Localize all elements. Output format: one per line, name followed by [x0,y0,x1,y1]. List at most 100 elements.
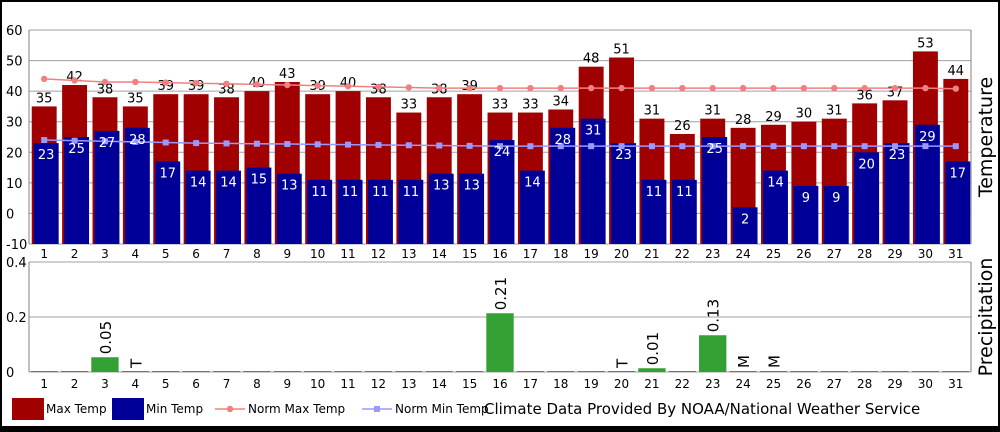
norm-min-temp-point [861,143,868,150]
norm-min-temp-point [284,141,291,148]
norm-min-temp-point [679,143,686,150]
precip-x-tick-label: 16 [492,377,507,391]
precip-bar [942,371,970,372]
precip-x-tick-label: 15 [462,377,477,391]
min-temp-bar [641,179,667,244]
max-temp-value-label: 33 [522,98,539,113]
min-temp-bar [489,140,515,244]
temp-x-tick-label: 2 [71,247,79,261]
min-temp-value-label: 11 [676,185,693,200]
max-temp-value-label: 36 [856,88,873,103]
precip-x-tick-label: 20 [614,377,629,391]
precip-bar [790,371,818,372]
min-temp-bar [702,137,728,244]
precip-bar [577,371,605,372]
legend-label: Max Temp [46,402,107,416]
precip-bar [30,371,58,372]
precip-bar [455,371,484,372]
min-temp-bar [732,207,758,244]
norm-min-temp-point [223,140,230,147]
temp-x-tick-label: 21 [644,247,659,261]
min-temp-bar [307,179,333,244]
precip-bar [881,371,909,372]
min-temp-bar [580,118,606,244]
min-temp-value-label: 14 [190,176,207,191]
min-temp-bar [611,143,637,244]
norm-max-temp-point [831,84,838,92]
min-temp-value-label: 2 [741,212,749,227]
min-temp-value-label: 28 [555,133,572,148]
legend-swatch-min-temp [112,398,144,420]
precip-bar [850,371,879,372]
temp-y-tick-label: 30 [6,116,23,131]
norm-min-temp-point [101,138,108,145]
norm-max-temp-point [436,84,443,92]
norm-min-temp-point [618,143,625,150]
norm-max-temp-point [192,79,200,87]
max-temp-value-label: 37 [887,85,904,100]
temp-x-tick-label: 22 [675,247,690,261]
min-temp-value-label: 23 [38,148,55,163]
norm-min-temp-point [922,143,929,150]
max-temp-value-label: 31 [704,104,721,119]
precip-bar [607,371,636,372]
precip-bar [182,371,210,372]
precip-x-tick-label: 22 [675,377,690,391]
precip-x-tick-label: 13 [401,377,416,391]
temp-x-tick-label: 17 [523,247,538,261]
norm-min-temp-point [831,143,838,150]
norm-max-temp-point [496,84,504,92]
norm-min-temp-point [436,142,443,149]
max-temp-value-label: 33 [401,98,418,113]
precip-bar [212,371,241,372]
min-temp-bar [823,185,849,244]
temp-x-tick-label: 1 [40,247,48,261]
precip-bar [395,371,423,372]
min-temp-value-label: 25 [706,142,723,157]
norm-max-temp-point [952,85,960,92]
min-temp-bar [398,179,424,244]
precip-bar [911,371,940,372]
min-temp-bar [793,185,819,244]
temp-x-tick-label: 16 [492,247,507,261]
legend-label: Min Temp [146,402,203,416]
precip-x-tick-label: 18 [553,377,568,391]
temp-y-tick-label: -10 [6,238,27,253]
legend-marker-square [374,406,380,412]
temp-y-tick-label: 50 [6,55,23,70]
min-temp-bar [64,137,90,244]
min-temp-bar [33,143,59,244]
precip-bar [273,371,301,372]
precip-x-tick-label: 5 [162,377,170,391]
norm-min-temp-point [770,143,777,150]
min-temp-bar [428,173,454,244]
norm-min-temp-point [709,143,716,150]
precip-bar [820,371,848,372]
max-temp-value-label: 35 [36,91,53,106]
min-temp-value-label: 11 [403,185,420,200]
temp-x-tick-label: 12 [371,247,386,261]
min-temp-value-label: 13 [433,179,450,194]
norm-max-temp-point [71,77,78,84]
temp-x-tick-label: 3 [101,247,109,261]
precip-annotation: 0.13 [705,299,723,332]
min-temp-bar [763,170,788,244]
precip-x-tick-label: 27 [827,377,842,391]
precip-x-tick-label: 30 [918,377,933,391]
norm-min-temp-point [892,143,899,150]
min-temp-value-label: 14 [767,176,784,191]
precip-bar [304,371,332,372]
precip-annotation: M [765,355,783,368]
noaa-credit-text: Climate Data Provided By NOAA/National W… [484,400,920,418]
temp-x-tick-label: 11 [340,247,355,261]
precipitation-axis-label: Precipitation [975,258,997,377]
precip-bar [486,313,514,372]
min-temp-bar [246,167,272,244]
precip-x-tick-label: 4 [132,377,140,391]
norm-min-temp-point [740,143,747,150]
temp-y-tick-label: 10 [6,177,23,192]
max-temp-value-label: 44 [948,64,965,79]
norm-max-temp-point [557,84,564,92]
min-temp-value-label: 29 [919,130,936,145]
